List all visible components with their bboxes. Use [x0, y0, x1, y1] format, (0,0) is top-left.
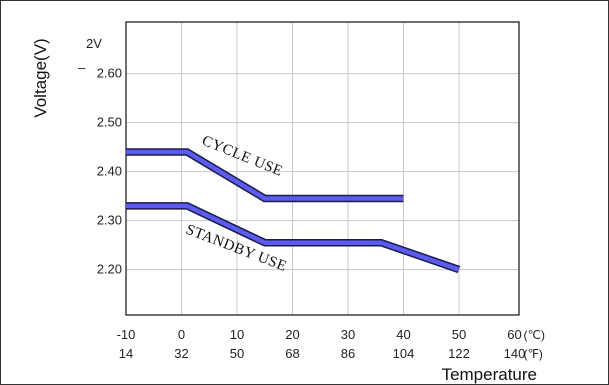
grid	[126, 22, 519, 315]
x-tick-label-f: 68	[285, 346, 299, 361]
y-tick-label: 2.30	[97, 213, 122, 228]
x-tick-label-f: 122	[448, 346, 470, 361]
x-tick-label-c: 20	[285, 327, 299, 342]
x-tick-label-c: 0	[178, 327, 185, 342]
x-tick-label-f: 104	[393, 346, 415, 361]
x-unit-fahrenheit: (℉)	[524, 347, 543, 361]
x-tick-label-f: 140	[504, 346, 526, 361]
y-axis-dash-mark: –	[78, 60, 86, 75]
series-layer	[126, 148, 461, 274]
x-tick-label-c: 30	[341, 327, 355, 342]
x-unit-celsius: (℃)	[524, 328, 545, 342]
x-tick-label-c: 50	[452, 327, 466, 342]
y-tick-labels: 2.60 2.50 2.40 2.30 2.20	[97, 66, 122, 277]
y-tick-label: 2.50	[97, 115, 122, 130]
y-tick-label: 2.20	[97, 262, 122, 277]
x-tick-label-f: 50	[230, 346, 244, 361]
x-tick-label-f: 86	[341, 346, 355, 361]
x-tick-labels-fahrenheit: 14 32 50 68 86 104 122 140(℉)	[119, 346, 543, 361]
y-axis-unit-label: 2V	[86, 36, 102, 51]
x-axis-title: Temperature	[442, 365, 537, 384]
x-tick-label-c: 60	[507, 327, 521, 342]
x-tick-label-f: 32	[174, 346, 188, 361]
series-line	[126, 149, 404, 201]
x-tick-labels-celsius: -10 0 10 20 30 40 50 60 (℃)	[117, 327, 545, 342]
x-tick-label-f: 14	[119, 346, 133, 361]
series-standby-use	[126, 202, 461, 274]
plot-area	[125, 21, 520, 316]
series-cycle-use	[126, 148, 404, 203]
y-axis-title: Voltage(V)	[31, 38, 50, 117]
x-tick-label-c: 40	[396, 327, 410, 342]
y-tick-label: 2.40	[97, 164, 122, 179]
y-tick-label: 2.60	[97, 66, 122, 81]
series-line	[126, 203, 460, 272]
x-tick-label-c: 10	[230, 327, 244, 342]
x-tick-label-c: -10	[117, 327, 136, 342]
